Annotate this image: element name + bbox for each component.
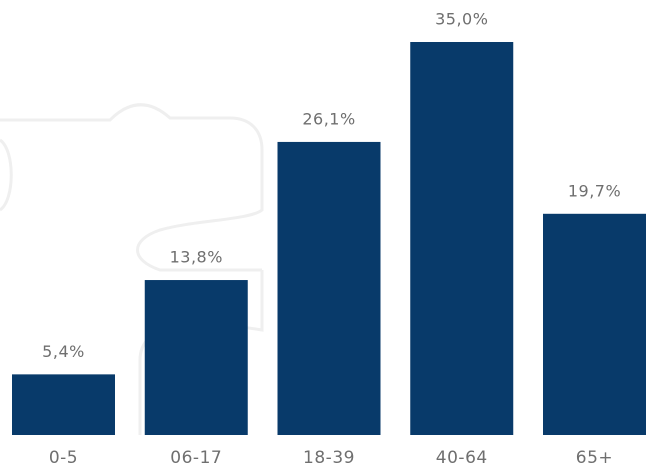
x-tick-label: 18-39 [303,448,355,468]
value-label: 13,8% [170,248,223,267]
bar [410,42,514,435]
x-tick-label: 40-64 [436,448,488,468]
bar [144,280,248,435]
x-tick-label: 0-5 [49,448,78,468]
value-label: 19,7% [568,181,621,200]
bar [12,374,115,435]
value-label: 5,4% [42,342,85,361]
value-label: 35,0% [435,10,488,29]
bar [277,141,381,436]
x-tick-label: 06-17 [170,448,222,468]
value-label: 26,1% [302,109,355,128]
bar [543,213,646,435]
x-tick-label: 65+ [576,448,613,468]
